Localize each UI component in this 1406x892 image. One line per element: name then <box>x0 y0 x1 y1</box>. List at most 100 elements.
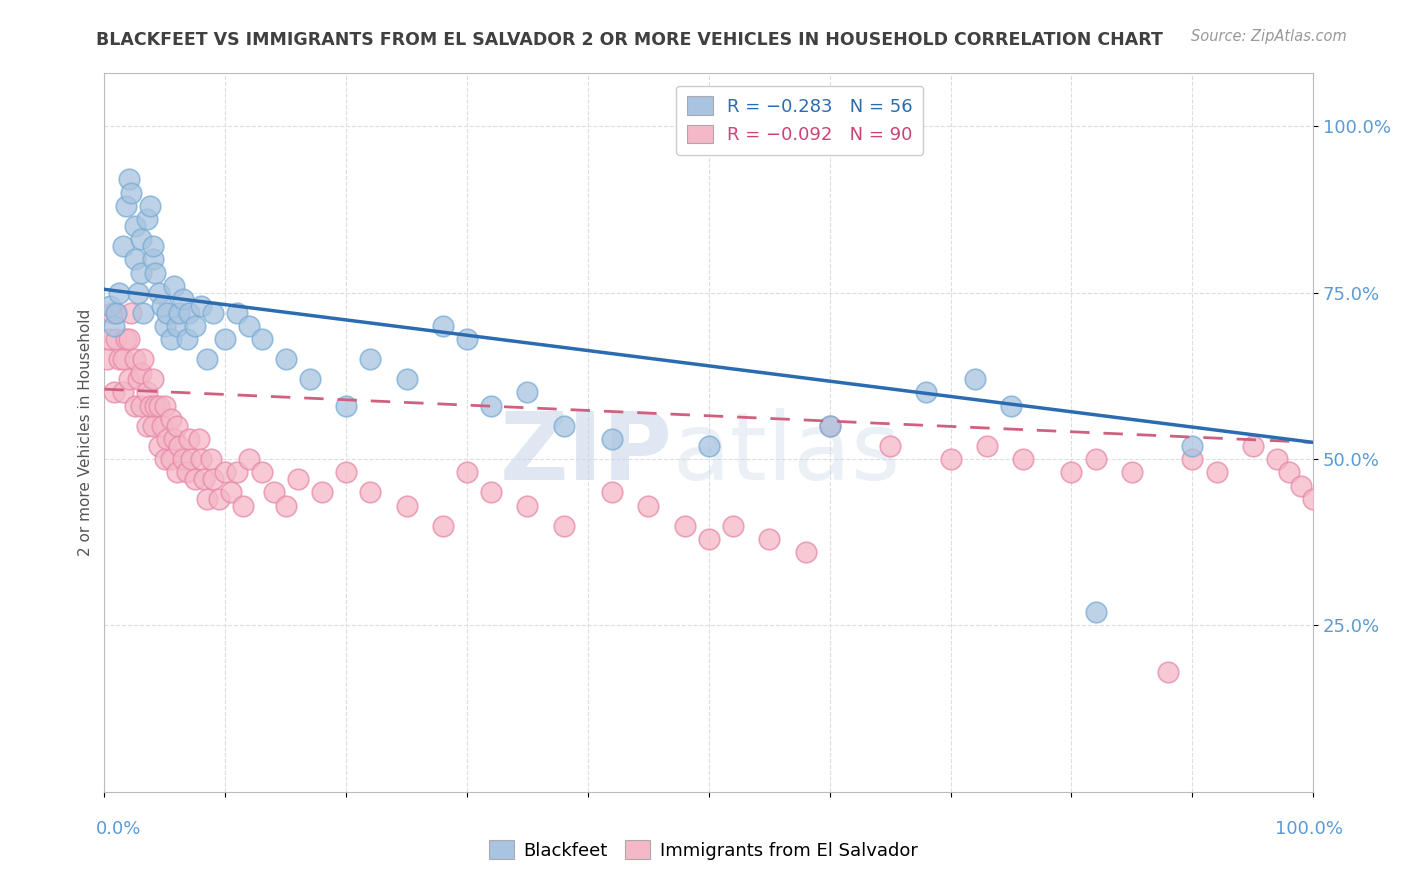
Point <box>153 399 176 413</box>
Point <box>163 432 186 446</box>
Point <box>166 466 188 480</box>
Point <box>105 305 128 319</box>
Point <box>1121 466 1143 480</box>
Point <box>166 318 188 333</box>
Point <box>135 418 157 433</box>
Point <box>335 466 357 480</box>
Point <box>1278 466 1301 480</box>
Point <box>263 485 285 500</box>
Point <box>187 432 209 446</box>
Point <box>794 545 817 559</box>
Point <box>98 332 121 346</box>
Point <box>117 372 139 386</box>
Point <box>432 518 454 533</box>
Point <box>139 199 162 213</box>
Point <box>456 466 478 480</box>
Point <box>100 299 122 313</box>
Point <box>184 318 207 333</box>
Text: 0.0%: 0.0% <box>96 820 141 838</box>
Point <box>221 485 243 500</box>
Point <box>359 352 381 367</box>
Point <box>226 305 249 319</box>
Point <box>143 399 166 413</box>
Point <box>117 172 139 186</box>
Point <box>553 518 575 533</box>
Point <box>1302 491 1324 506</box>
Point <box>697 532 720 546</box>
Point <box>1289 478 1312 492</box>
Point <box>120 186 142 200</box>
Point <box>135 212 157 227</box>
Point <box>153 452 176 467</box>
Point <box>108 352 131 367</box>
Point <box>172 452 194 467</box>
Point <box>108 285 131 300</box>
Point <box>202 305 225 319</box>
Point <box>160 452 183 467</box>
Point <box>115 332 138 346</box>
Point <box>177 305 200 319</box>
Point <box>152 299 174 313</box>
Point <box>142 239 165 253</box>
Point <box>100 305 122 319</box>
Point <box>456 332 478 346</box>
Point <box>160 332 183 346</box>
Point <box>1205 466 1227 480</box>
Text: atlas: atlas <box>672 408 901 500</box>
Point <box>274 352 297 367</box>
Point <box>1084 605 1107 619</box>
Point <box>132 352 155 367</box>
Point <box>184 472 207 486</box>
Point <box>124 219 146 233</box>
Point <box>195 352 218 367</box>
Point <box>311 485 333 500</box>
Point <box>232 499 254 513</box>
Point <box>479 399 502 413</box>
Point <box>117 332 139 346</box>
Point <box>190 452 212 467</box>
Point <box>195 491 218 506</box>
Point <box>103 318 125 333</box>
Point <box>156 432 179 446</box>
Point <box>238 452 260 467</box>
Point <box>124 352 146 367</box>
Legend: R = −0.283   N = 56, R = −0.092   N = 90: R = −0.283 N = 56, R = −0.092 N = 90 <box>676 86 924 155</box>
Point <box>105 332 128 346</box>
Point <box>142 372 165 386</box>
Point <box>818 418 841 433</box>
Point <box>132 305 155 319</box>
Point <box>516 499 538 513</box>
Point <box>758 532 780 546</box>
Point <box>963 372 986 386</box>
Point <box>250 466 273 480</box>
Point <box>120 305 142 319</box>
Point <box>202 472 225 486</box>
Point <box>190 299 212 313</box>
Point <box>176 332 198 346</box>
Point <box>142 252 165 267</box>
Point <box>169 305 191 319</box>
Point <box>111 239 134 253</box>
Point <box>432 318 454 333</box>
Point <box>180 452 202 467</box>
Point <box>200 452 222 467</box>
Point <box>163 279 186 293</box>
Point <box>673 518 696 533</box>
Point <box>1181 452 1204 467</box>
Point <box>226 466 249 480</box>
Point <box>111 385 134 400</box>
Point <box>818 418 841 433</box>
Point <box>1157 665 1180 679</box>
Point <box>153 318 176 333</box>
Text: BLACKFEET VS IMMIGRANTS FROM EL SALVADOR 2 OR MORE VEHICLES IN HOUSEHOLD CORRELA: BLACKFEET VS IMMIGRANTS FROM EL SALVADOR… <box>96 31 1163 49</box>
Point <box>96 352 118 367</box>
Point <box>939 452 962 467</box>
Point <box>124 399 146 413</box>
Point <box>976 439 998 453</box>
Point <box>1084 452 1107 467</box>
Point <box>600 485 623 500</box>
Point <box>395 499 418 513</box>
Point <box>169 439 191 453</box>
Point <box>135 385 157 400</box>
Point <box>103 385 125 400</box>
